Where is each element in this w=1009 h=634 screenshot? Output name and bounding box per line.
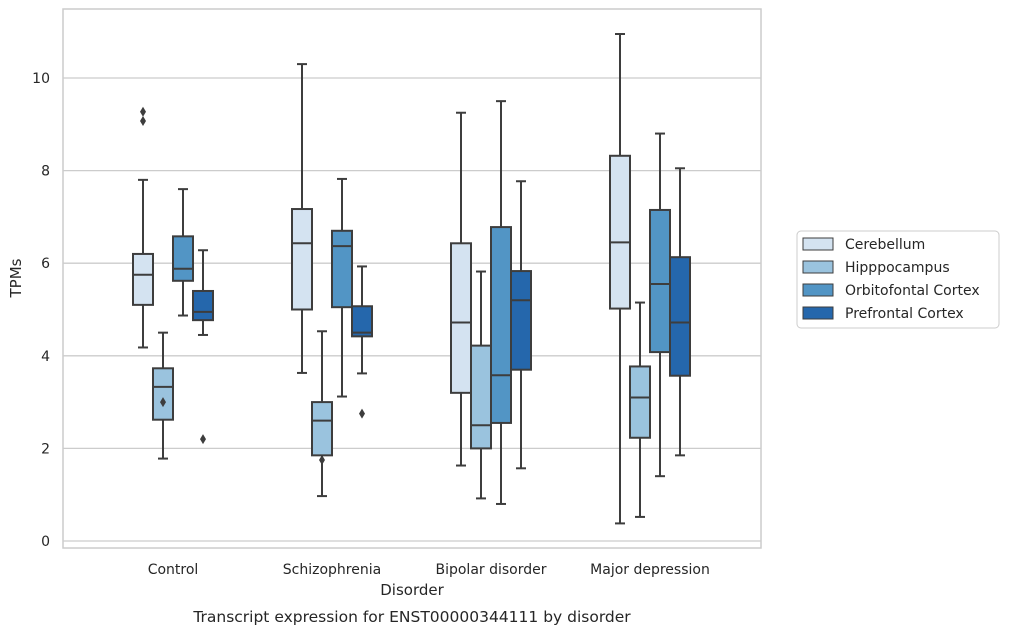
legend-swatch-orbitofontal-cortex [802,283,834,297]
legend-swatch-hipppocampus [802,260,834,274]
legend-label-cerebellum: Cerebellum [845,237,925,253]
box-iqr [629,365,651,439]
legend-label-hipppocampus: Hipppocampus [845,260,950,276]
legend-swatch-cerebellum [802,237,834,251]
outlier-point [140,106,146,117]
x-tick-label-control: Control [148,562,199,578]
box-iqr [172,235,194,282]
plot-frame [62,8,762,549]
box-bipolar-disorder-cerebellum [450,111,472,467]
box-iqr [152,367,174,421]
legend-frame [796,230,1000,329]
box-iqr [311,401,333,457]
legend-label-prefrontal-cortex: Prefrontal Cortex [845,306,964,322]
box-control-prefrontal-cortex [192,249,214,445]
box-schizophrenia-orbitofontal-cortex [331,177,353,398]
box-iqr [291,208,313,311]
box-iqr [669,256,691,377]
box-iqr [470,344,492,450]
box-iqr [450,242,472,394]
box-iqr [192,289,214,322]
x-tick-label-schizophrenia: Schizophrenia [283,562,381,578]
legend-label-orbitofontal-cortex: Orbitofontal Cortex [845,283,980,299]
x-tick-labels: Control Schizophrenia Bipolar disorder Majo… [148,562,710,578]
outlier-point [160,397,166,408]
box-control-cerebellum [132,106,154,349]
y-tick-label-0: 0 [41,534,50,550]
box-iqr [490,226,512,424]
x-tick-label-major-depression: Major depression [590,562,710,578]
outlier-point [359,408,365,419]
outlier-point [140,116,146,127]
box-iqr [331,229,353,309]
box-iqr [351,305,373,338]
y-tick-labels: 0 2 4 6 8 10 [32,71,50,550]
box-iqr [132,252,154,306]
box-schizophrenia-hipppocampus [311,330,333,498]
box-schizophrenia-prefrontal-cortex [351,265,373,419]
chart-caption: Transcript expression for ENST0000034411… [192,608,631,626]
y-tick-label-2: 2 [41,441,50,457]
outlier-point [319,454,325,465]
x-axis-title: Disorder [380,581,444,599]
legend-swatch-prefrontal-cortex [802,306,834,320]
y-tick-label-4: 4 [41,349,50,365]
y-tick-label-8: 8 [41,164,50,180]
y-axis-title: TPMs [7,258,25,298]
box-control-orbitofontal-cortex [172,188,194,317]
box-major-depression-prefrontal-cortex [669,167,691,457]
boxes-layer [132,33,691,525]
box-iqr [609,154,631,310]
box-iqr [510,270,532,371]
y-tick-label-10: 10 [32,71,50,87]
legend: Cerebellum Hipppocampus Orbitofontal Cor… [796,230,1000,329]
box-bipolar-disorder-prefrontal-cortex [510,180,532,470]
box-schizophrenia-cerebellum [291,63,313,374]
y-tick-label-6: 6 [41,256,50,272]
box-iqr [649,208,671,354]
outlier-point [200,434,206,445]
box-major-depression-hipppocampus [629,301,651,518]
box-major-depression-cerebellum [609,33,631,525]
box-control-hipppocampus [152,331,174,460]
x-tick-label-bipolar-disorder: Bipolar disorder [435,562,546,578]
